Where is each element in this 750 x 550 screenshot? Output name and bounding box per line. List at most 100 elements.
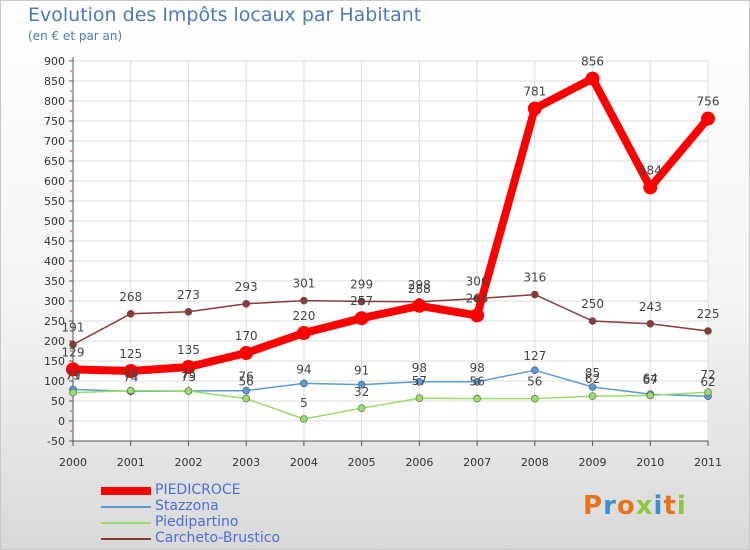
y-tick-label: 350 <box>44 275 65 288</box>
data-point <box>181 360 196 374</box>
y-tick-label: 200 <box>44 335 65 348</box>
data-label: 127 <box>523 349 546 363</box>
data-label: 98 <box>412 361 427 375</box>
data-point <box>643 180 658 195</box>
data-point <box>184 387 193 395</box>
data-point <box>531 394 539 403</box>
data-label: 98 <box>469 361 484 375</box>
data-point <box>415 394 424 403</box>
data-point <box>300 415 308 423</box>
axes: -50 0 50 100 150 200 250 300 350 400 450 500 550 600 6… <box>44 55 722 469</box>
data-point <box>701 111 715 126</box>
grid <box>72 60 709 442</box>
data-point <box>357 380 366 389</box>
data-point <box>704 388 712 397</box>
y-tick-label: 900 <box>44 55 65 68</box>
logo-letter: i <box>653 491 664 521</box>
plot-area <box>73 61 708 441</box>
data-label: 125 <box>119 347 142 361</box>
x-tick-label: 2004 <box>290 456 318 469</box>
x-tick-label: 2000 <box>59 456 87 469</box>
y-tick-label: 450 <box>44 235 65 248</box>
y-tick-label: 700 <box>44 135 65 148</box>
y-tick-label: 850 <box>44 75 65 88</box>
data-label: 72 <box>700 368 715 382</box>
y-tick-label: 0 <box>58 415 65 428</box>
data-point <box>126 386 135 395</box>
y-tick-label: 500 <box>44 215 65 228</box>
y-tick-label: 550 <box>44 195 65 208</box>
data-point <box>412 298 427 313</box>
logo-letter: o <box>616 491 636 521</box>
data-point <box>473 394 481 403</box>
data-label: 299 <box>350 277 373 291</box>
data-label: 129 <box>62 345 85 359</box>
x-tick-label: 2001 <box>117 456 145 469</box>
data-label: 57 <box>412 374 427 388</box>
data-point <box>646 391 655 400</box>
legend-swatch <box>101 506 151 508</box>
data-point <box>300 379 308 388</box>
data-point <box>646 319 655 328</box>
y-tick-label: 800 <box>44 95 65 108</box>
data-label: 79 <box>65 368 80 382</box>
data-point <box>66 362 80 377</box>
x-tick-label: 2008 <box>521 456 549 469</box>
legend-label: PIEDICROCE <box>155 482 241 498</box>
data-point <box>357 404 366 413</box>
data-label: 94 <box>296 362 311 376</box>
data-label: 257 <box>350 294 373 308</box>
legend-item: PIEDICROCE <box>101 482 401 500</box>
y-tick-label: 650 <box>44 155 65 168</box>
data-label: 62 <box>700 375 715 389</box>
data-point <box>704 327 712 335</box>
data-label: 75 <box>181 370 196 384</box>
data-point <box>585 71 600 86</box>
data-label: 64 <box>643 371 658 385</box>
data-point <box>123 364 138 378</box>
y-tick-label: 150 <box>44 355 65 368</box>
x-tick-label: 2011 <box>694 456 722 469</box>
data-point <box>588 392 597 401</box>
data-label: 756 <box>697 95 720 109</box>
legend-label: Stazzona <box>155 498 219 514</box>
series-line-piedipartino <box>72 389 709 420</box>
y-tick-label: 250 <box>44 315 65 328</box>
data-label: 264 <box>466 291 489 305</box>
data-label: 301 <box>292 277 315 291</box>
proxiti-logo: Proxiti <box>583 491 687 521</box>
data-label: 62 <box>585 372 600 386</box>
data-point <box>69 388 77 397</box>
x-tick-label: 2009 <box>579 456 607 469</box>
legend-label: Carcheto-Brustico <box>155 530 281 546</box>
data-label: 56 <box>239 375 254 389</box>
data-label: 32 <box>354 385 369 399</box>
data-point <box>296 326 311 340</box>
data-label: 856 <box>581 55 604 69</box>
logo-letter: x <box>635 491 654 521</box>
data-label: 191 <box>62 321 85 335</box>
x-tick-label: 2002 <box>174 456 202 469</box>
legend-label: Piedipartino <box>155 514 239 530</box>
data-point <box>473 377 481 386</box>
y-tick-label: 100 <box>44 375 65 388</box>
x-tick-label: 2007 <box>463 456 491 469</box>
logo-letter: i <box>676 491 687 521</box>
data-label: 56 <box>527 375 542 389</box>
x-tick-label: 2005 <box>348 456 376 469</box>
data-label: 268 <box>119 290 142 304</box>
data-point <box>242 394 250 403</box>
data-point <box>354 311 369 326</box>
y-tick-label: 50 <box>51 395 65 408</box>
data-point <box>300 296 308 305</box>
data-label: 85 <box>585 366 600 380</box>
data-label: 67 <box>643 373 658 387</box>
y-tick-label: -50 <box>47 435 65 448</box>
data-label: 76 <box>239 370 254 384</box>
data-label: 306 <box>466 275 489 289</box>
data-point <box>470 308 485 323</box>
data-label: 225 <box>697 307 720 321</box>
data-point <box>588 317 597 325</box>
